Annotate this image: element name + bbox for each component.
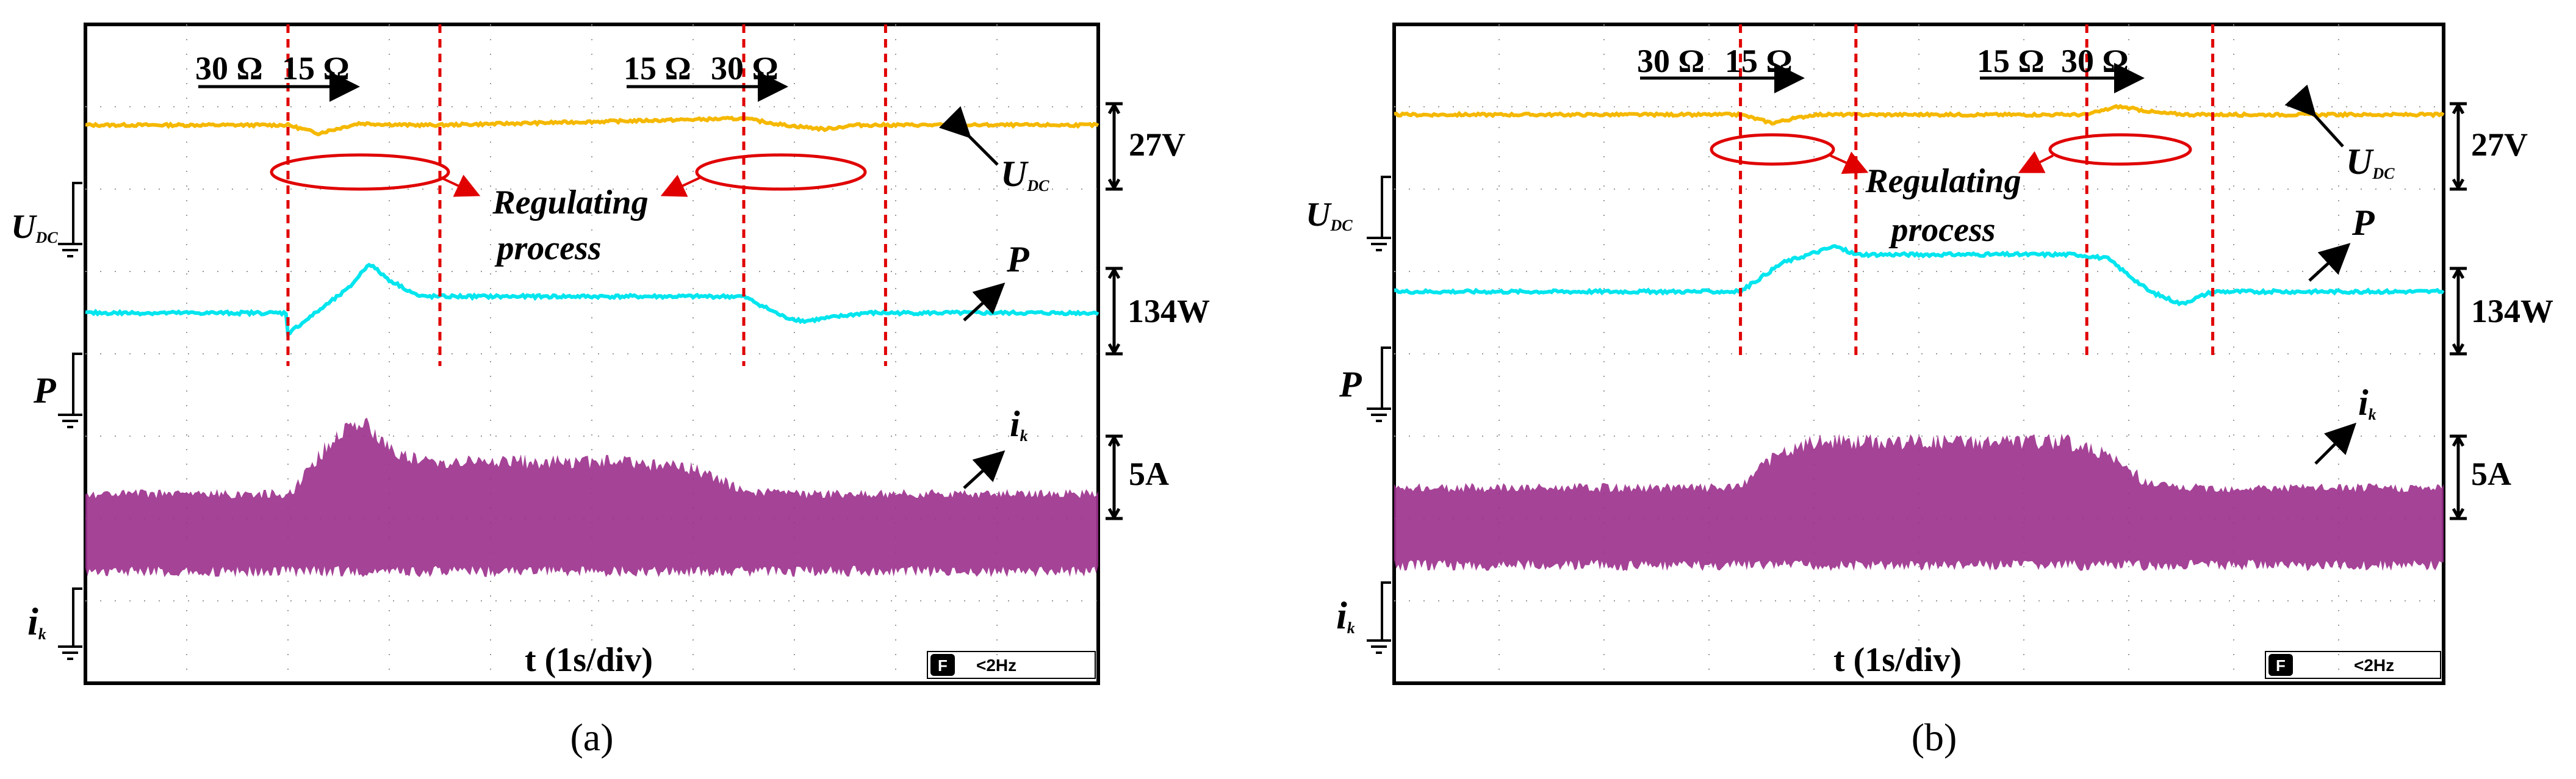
panel-a: 30 Ω 15 Ω 15 Ω 30 Ω Regulating process U… [11,23,1210,759]
step2-to: 30 Ω [711,50,779,87]
annotation-line1: Regulating [492,184,648,221]
ik-pointer-arrow [2314,422,2357,465]
p-channel-label: P [33,370,57,411]
udc-scale-bracket [2450,102,2467,191]
step1-from: 30 Ω [195,50,263,87]
x-axis-label: t (1s/div) [1833,641,1962,679]
p-scale-label: 134W [1128,293,1210,329]
ik-scale-label: 5A [2471,456,2511,492]
region-ellipse-2 [695,153,867,191]
step2-from: 15 Ω [624,50,691,87]
annotation-line2: process [494,229,601,267]
p-scale-bracket [1106,267,1123,356]
udc-scale-label: 27V [2471,126,2528,163]
udc-channel-label: UDC [1306,196,1353,234]
annotation-arrow-1 [1830,151,1869,174]
ik-trace-label: ik [1010,404,1028,445]
ik-trace [85,417,1098,578]
udc-trace-label: UDC [2346,142,2395,182]
step2-to: 30 Ω [2061,43,2129,79]
p-scale-label: 134W [2471,293,2553,329]
region-ellipse-1 [1710,133,1835,166]
ik-ground-marker [1367,581,1391,654]
filter-icon-letter: F [2276,656,2286,675]
region-ellipse-1 [270,153,450,191]
panel-caption: (b) [1912,716,1957,759]
p-pointer-arrow [2308,243,2351,282]
ik-pointer-arrow [963,450,1006,489]
ik-scale-label: 5A [1129,456,1169,492]
annotation-arrow-1 [439,174,481,197]
panel-caption: (a) [570,716,613,759]
p-channel-label: P [1339,364,1362,404]
p-pointer-arrow [963,282,1006,321]
step1-from: 30 Ω [1637,43,1705,79]
p-trace-label: P [2351,203,2375,243]
p-ground-marker [58,353,82,428]
scope-screen [1392,23,2445,685]
annotation-line2: process [1888,211,1995,249]
annotation-line1: Regulating [1865,162,2021,200]
udc-trace-label: UDC [1001,154,1049,195]
annotation-arrow-2 [2018,151,2054,173]
ik-channel-label: ik [1336,594,1355,637]
filter-text: <2Hz [976,656,1016,675]
ik-trace-label: ik [2358,382,2376,423]
p-trace [1394,244,2445,307]
udc-scale-bracket [1106,102,1123,191]
annotation-arrow-2 [660,174,702,197]
step2-from: 15 Ω [1977,43,2045,79]
x-axis-label: t (1s/div) [525,641,653,679]
footer-box [2265,651,2441,679]
filter-text: <2Hz [2354,656,2394,675]
ik-scale-bracket [2450,434,2467,520]
step1-to: 15 Ω [1725,43,1793,79]
footer-box [927,651,1096,679]
udc-trace [1394,104,2445,126]
udc-channel-label: UDC [11,208,58,246]
udc-ground-marker [58,182,82,257]
filter-icon [2268,654,2293,676]
ik-scale-bracket [1106,434,1123,520]
region-ellipse-2 [2048,133,2192,166]
ik-channel-label: ik [27,600,46,643]
p-trace-label: P [1006,239,1030,279]
filter-icon [930,654,955,676]
p-ground-marker [1367,346,1391,422]
udc-pointer-arrow [2284,84,2344,148]
p-scale-bracket [2450,267,2467,356]
panel-b: 30 Ω 15 Ω 15 Ω 30 Ω Regulating process U… [1306,23,2553,759]
p-trace [85,262,1099,337]
step1-to: 15 Ω [282,50,350,87]
udc-ground-marker [1367,176,1391,251]
filter-icon-letter: F [938,656,948,675]
udc-trace [85,115,1099,137]
udc-pointer-arrow [939,106,999,166]
ik-trace [1394,433,2444,572]
udc-scale-label: 27V [1129,126,1185,163]
ik-ground-marker [58,587,82,660]
